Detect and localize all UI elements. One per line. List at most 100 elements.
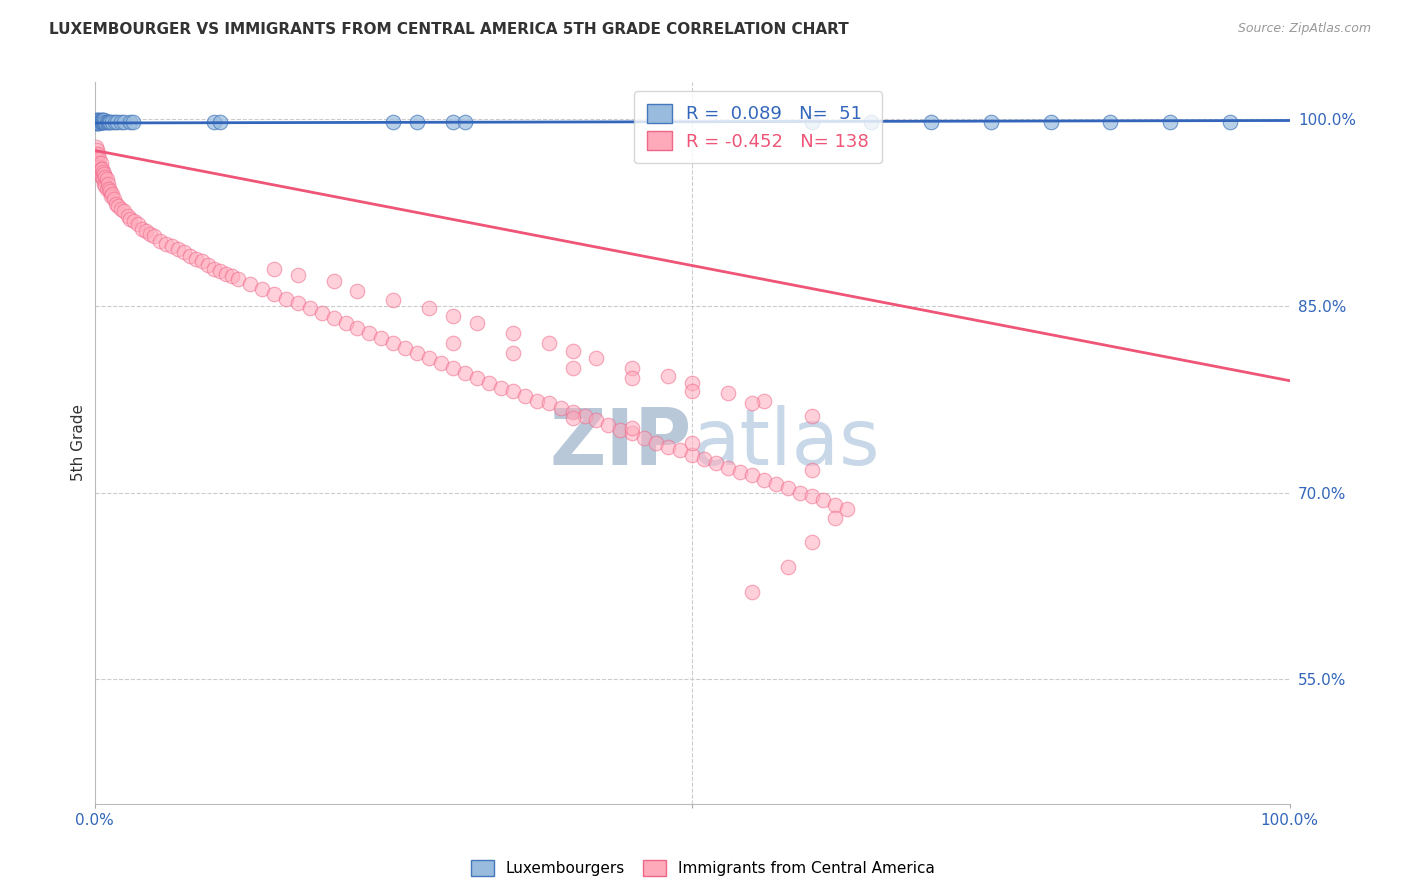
Point: [94, 169, 117, 184]
Point: [478, 376, 501, 391]
Point: [173, 245, 195, 260]
Point: [90, 113, 112, 128]
Point: [90, 114, 112, 128]
Point: [89, 113, 111, 128]
Point: [561, 361, 583, 376]
Point: [489, 381, 512, 395]
Point: [90, 162, 112, 177]
Point: [824, 510, 846, 524]
Point: [430, 356, 453, 370]
Point: [94, 114, 117, 128]
Point: [1039, 114, 1062, 128]
Point: [162, 239, 184, 253]
Point: [752, 393, 775, 408]
Point: [274, 292, 297, 306]
Point: [202, 261, 225, 276]
Text: atlas: atlas: [692, 405, 880, 481]
Point: [103, 192, 125, 206]
Point: [87, 147, 110, 161]
Point: [86, 114, 108, 128]
Point: [359, 326, 381, 341]
Point: [502, 346, 524, 360]
Point: [263, 261, 285, 276]
Point: [101, 186, 124, 201]
Point: [382, 336, 405, 351]
Point: [776, 560, 799, 574]
Point: [813, 493, 835, 508]
Text: Source: ZipAtlas.com: Source: ZipAtlas.com: [1237, 22, 1371, 36]
Point: [454, 114, 477, 128]
Point: [86, 158, 108, 172]
Point: [776, 481, 799, 495]
Point: [346, 284, 368, 298]
Point: [93, 114, 115, 128]
Point: [406, 346, 429, 360]
Point: [298, 301, 321, 316]
Point: [561, 343, 583, 358]
Point: [800, 463, 823, 477]
Point: [120, 211, 142, 226]
Point: [263, 286, 285, 301]
Point: [120, 114, 142, 128]
Point: [441, 114, 464, 128]
Point: [84, 147, 107, 161]
Point: [93, 177, 115, 191]
Point: [382, 114, 405, 128]
Point: [1099, 114, 1122, 128]
Point: [122, 214, 145, 228]
Point: [202, 114, 225, 128]
Point: [97, 182, 120, 196]
Text: ZIP: ZIP: [550, 405, 692, 481]
Point: [91, 164, 114, 178]
Point: [704, 456, 727, 470]
Point: [94, 179, 117, 194]
Point: [418, 351, 440, 366]
Point: [465, 317, 488, 331]
Point: [91, 114, 114, 128]
Point: [226, 271, 249, 285]
Point: [87, 114, 110, 128]
Point: [87, 116, 110, 130]
Point: [89, 116, 111, 130]
Point: [105, 197, 128, 211]
Point: [90, 169, 112, 184]
Point: [84, 114, 107, 128]
Point: [250, 281, 273, 295]
Point: [800, 409, 823, 423]
Point: [537, 396, 560, 410]
Point: [681, 376, 703, 391]
Point: [97, 114, 120, 128]
Point: [107, 199, 129, 213]
Point: [645, 436, 668, 450]
Point: [179, 249, 201, 263]
Point: [114, 204, 136, 219]
Point: [117, 210, 139, 224]
Point: [382, 293, 405, 307]
Point: [93, 167, 115, 181]
Point: [681, 436, 703, 450]
Point: [90, 162, 112, 177]
Point: [186, 252, 208, 266]
Point: [526, 393, 548, 408]
Point: [454, 366, 477, 380]
Point: [537, 336, 560, 351]
Point: [87, 113, 110, 128]
Point: [621, 421, 644, 435]
Point: [89, 152, 111, 166]
Point: [86, 113, 108, 128]
Point: [96, 172, 118, 186]
Point: [96, 182, 118, 196]
Point: [669, 443, 692, 458]
Point: [86, 144, 108, 158]
Point: [837, 501, 859, 516]
Point: [311, 306, 333, 320]
Point: [121, 114, 143, 128]
Point: [167, 242, 190, 256]
Point: [860, 114, 883, 128]
Point: [741, 468, 763, 483]
Point: [1159, 114, 1181, 128]
Point: [101, 114, 124, 128]
Point: [598, 418, 620, 433]
Point: [90, 156, 112, 170]
Point: [93, 113, 115, 128]
